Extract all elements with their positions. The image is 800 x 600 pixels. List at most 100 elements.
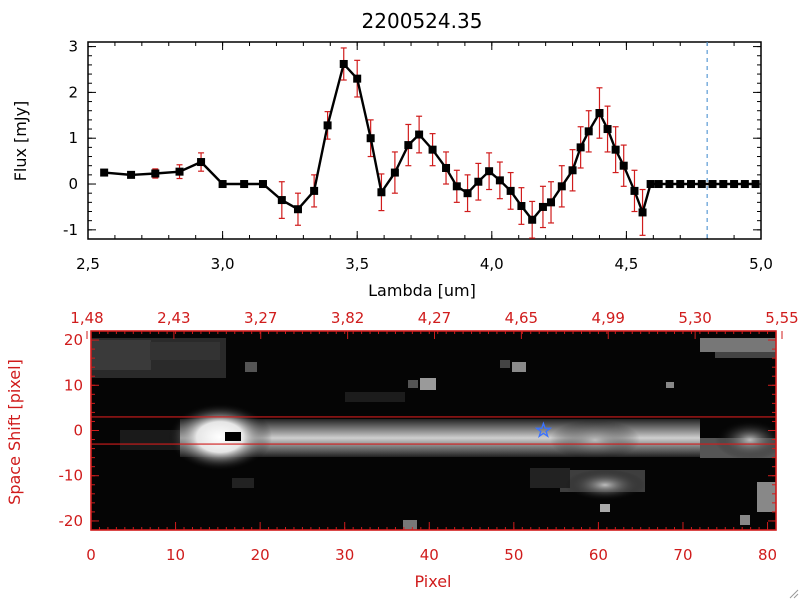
image-x-axis-label: Pixel xyxy=(414,572,451,591)
top-y-axis-label: Flux [mJy] xyxy=(11,101,30,182)
resize-grip-icon[interactable] xyxy=(789,589,799,599)
y-tick-label: 2 xyxy=(68,83,78,101)
data-point xyxy=(719,180,728,189)
data-point xyxy=(538,202,547,211)
data-point xyxy=(708,180,717,189)
data-point xyxy=(100,168,109,177)
data-point xyxy=(595,109,604,118)
data-point xyxy=(293,205,302,214)
top-axis-tick-labels: 2,5 3,0 3,5 4,0 4,5 5,0 3 2 1 0 -1 xyxy=(63,38,773,273)
flux-series-points xyxy=(100,59,760,224)
data-point xyxy=(197,158,206,167)
image-y-tick-label: 20 xyxy=(64,331,83,349)
image-y-tick-label: -10 xyxy=(59,467,84,485)
data-point xyxy=(323,121,332,130)
x-tick-label: 4,0 xyxy=(480,255,504,273)
data-point xyxy=(474,177,483,186)
data-point xyxy=(528,215,537,224)
data-point xyxy=(463,189,472,198)
image-x-tick-label: 20 xyxy=(251,546,270,564)
data-point xyxy=(576,143,585,152)
image-top-tick-label: 2,43 xyxy=(157,309,190,327)
image-x-tick-label: 0 xyxy=(86,546,96,564)
data-point xyxy=(240,180,249,189)
image-x-tick-label: 50 xyxy=(504,546,523,564)
y-tick-label: -1 xyxy=(63,221,78,239)
image-axis-tick-labels: 0 10 20 30 40 50 60 70 80 1,48 2,43 3,27 3,82 4,27 4,6… xyxy=(59,309,799,564)
data-point xyxy=(730,180,739,189)
data-point xyxy=(740,180,749,189)
image-top-tick-label: 3,82 xyxy=(331,309,364,327)
image-y-tick-label: 10 xyxy=(64,376,83,394)
x-tick-label: 5,0 xyxy=(749,255,773,273)
data-point xyxy=(442,163,451,172)
data-point xyxy=(547,198,556,207)
data-point xyxy=(390,168,399,177)
data-point xyxy=(611,145,620,154)
data-point xyxy=(404,141,413,150)
data-point xyxy=(485,167,494,176)
data-point xyxy=(258,180,267,189)
data-point xyxy=(218,180,227,189)
image-top-tick-label: 5,55 xyxy=(765,309,798,327)
data-point xyxy=(277,196,286,205)
data-point xyxy=(339,59,348,68)
image-x-tick-label: 80 xyxy=(758,546,777,564)
x-tick-label: 3,5 xyxy=(345,255,369,273)
data-point xyxy=(751,180,760,189)
image-top-tick-label: 5,30 xyxy=(678,309,711,327)
image-axis-ticks xyxy=(86,330,783,531)
data-point xyxy=(377,188,386,197)
data-point xyxy=(495,176,504,185)
image-top-tick-label: 4,99 xyxy=(592,309,625,327)
data-point xyxy=(676,180,685,189)
data-point xyxy=(428,145,437,154)
data-point xyxy=(687,180,696,189)
star-icon xyxy=(534,421,553,438)
image-y-axis-label: Space Shift [pixel] xyxy=(5,359,24,505)
data-point xyxy=(638,208,647,217)
data-point xyxy=(619,161,628,170)
data-point xyxy=(506,186,515,195)
data-point xyxy=(452,182,461,191)
data-point xyxy=(127,170,136,179)
data-point xyxy=(568,166,577,175)
image-x-tick-label: 10 xyxy=(166,546,185,564)
chart-title: 2200524.35 xyxy=(362,9,483,33)
data-point xyxy=(151,169,160,178)
data-point xyxy=(517,202,526,211)
top-x-axis-label: Lambda [um] xyxy=(368,281,476,300)
data-point xyxy=(557,182,566,191)
x-tick-label: 2,5 xyxy=(76,255,100,273)
data-point xyxy=(415,130,424,139)
data-point xyxy=(366,134,375,143)
data-point xyxy=(654,180,663,189)
image-y-tick-label: -20 xyxy=(59,512,84,530)
data-point xyxy=(603,125,612,134)
data-point xyxy=(697,180,706,189)
data-point xyxy=(310,186,319,195)
data-point xyxy=(353,74,362,83)
image-top-tick-label: 4,27 xyxy=(418,309,451,327)
image-x-tick-label: 60 xyxy=(589,546,608,564)
data-point xyxy=(646,180,655,189)
spectrum-image xyxy=(91,331,776,530)
image-top-tick-label: 1,48 xyxy=(70,309,103,327)
x-tick-label: 4,5 xyxy=(614,255,638,273)
flux-series-line xyxy=(104,61,756,222)
star-marker xyxy=(534,421,553,438)
data-point xyxy=(175,167,184,176)
y-tick-label: 1 xyxy=(68,129,78,147)
image-x-tick-label: 70 xyxy=(673,546,692,564)
image-y-tick-label: 0 xyxy=(73,422,83,440)
image-top-tick-label: 3,27 xyxy=(244,309,277,327)
x-tick-label: 3,0 xyxy=(211,255,235,273)
error-bars xyxy=(101,47,646,239)
y-tick-label: 0 xyxy=(68,175,78,193)
image-x-tick-label: 40 xyxy=(420,546,439,564)
y-tick-label: 3 xyxy=(68,38,78,56)
image-x-tick-label: 30 xyxy=(335,546,354,564)
image-top-tick-label: 4,65 xyxy=(505,309,538,327)
